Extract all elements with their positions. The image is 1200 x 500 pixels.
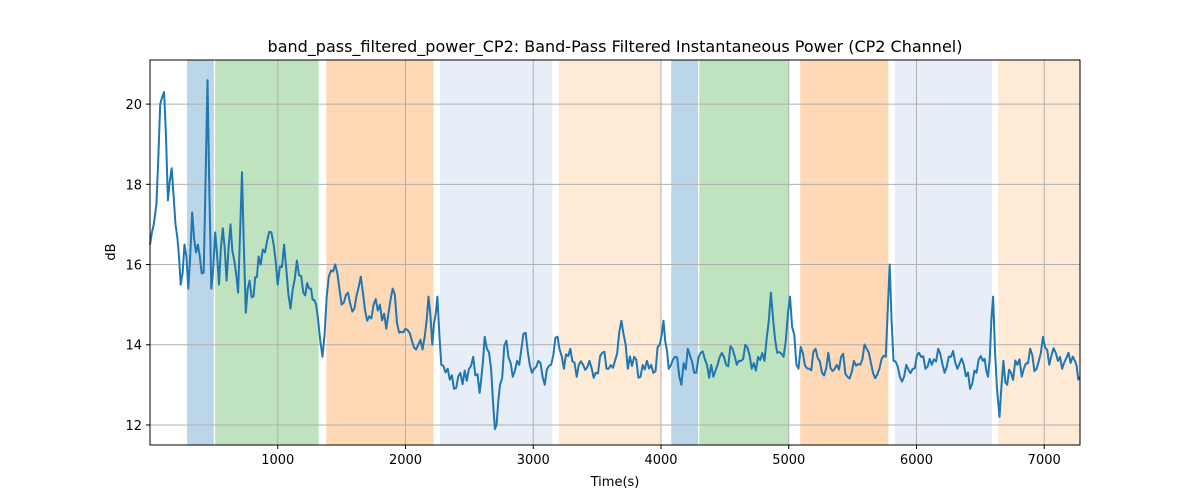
shaded-band-2 xyxy=(215,60,319,445)
shaded-band-9 xyxy=(894,60,992,445)
x-axis-label: Time(s) xyxy=(590,475,640,490)
shaded-bands xyxy=(187,60,1080,445)
x-axis-ticks: 1000 2000 3000 4000 5000 6000 7000 xyxy=(261,445,1061,468)
x-tick-label: 3000 xyxy=(517,453,550,468)
y-tick-label: 18 xyxy=(125,178,142,193)
shaded-band-10 xyxy=(998,60,1080,445)
y-tick-label: 16 xyxy=(125,259,142,274)
y-tick-label: 12 xyxy=(125,419,142,434)
x-tick-label: 4000 xyxy=(644,453,677,468)
grid-lines xyxy=(150,60,1080,445)
x-tick-label: 7000 xyxy=(1028,453,1061,468)
shaded-band-7 xyxy=(699,60,789,445)
shaded-band-6 xyxy=(671,60,699,445)
y-axis-label: dB xyxy=(104,243,119,260)
shaded-band-8 xyxy=(800,60,889,445)
y-axis-ticks: 12 14 16 18 20 xyxy=(125,98,150,434)
shaded-band-5 xyxy=(558,60,661,445)
x-tick-label: 6000 xyxy=(900,453,933,468)
series-line xyxy=(149,79,1081,430)
plot-frame xyxy=(149,59,1081,446)
chart-title: band_pass_filtered_power_CP2: Band-Pass … xyxy=(268,37,963,57)
y-tick-label: 14 xyxy=(125,339,142,354)
x-tick-label: 2000 xyxy=(389,453,422,468)
x-tick-label: 5000 xyxy=(772,453,805,468)
y-tick-label: 20 xyxy=(125,98,142,113)
shaded-band-3 xyxy=(326,60,434,445)
x-tick-label: 1000 xyxy=(261,453,294,468)
shaded-band-1 xyxy=(187,60,214,445)
